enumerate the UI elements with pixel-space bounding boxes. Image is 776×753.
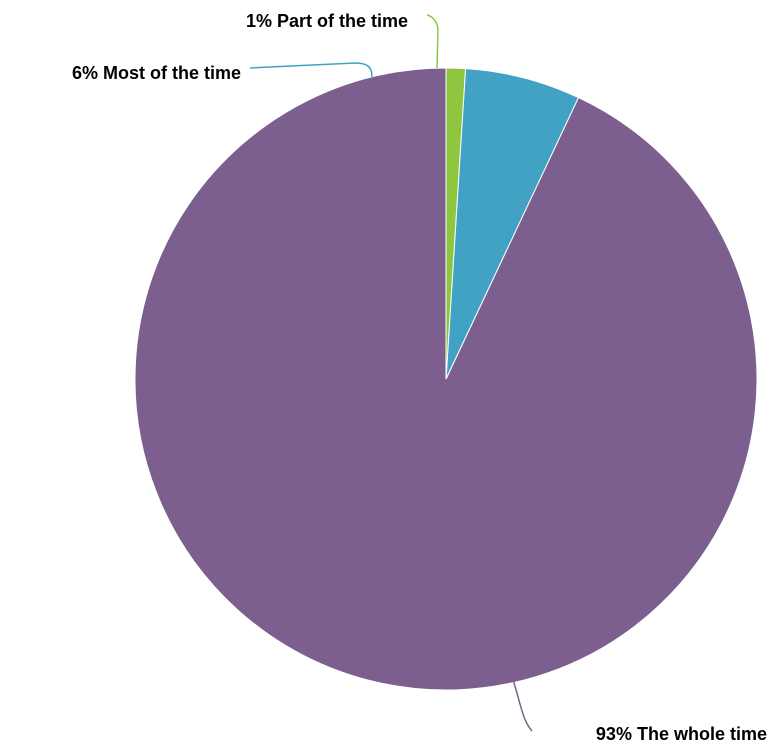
leader-lines [249, 14, 533, 732]
data-label-most-of-the-time: 6% Most of the time [72, 63, 241, 83]
pie-slices [134, 67, 758, 691]
data-labels: 93% The whole time 6% Most of the time 1… [72, 11, 767, 744]
leader-line-most-of-the-time [249, 62, 373, 78]
pie-slice-part-of-the-time [445, 67, 467, 380]
leader-line-part-of-the-time [426, 14, 439, 69]
leader-line-the-whole-time [512, 679, 533, 732]
data-label-the-whole-time: 93% The whole time [596, 724, 767, 744]
data-label-part-of-the-time: 1% Part of the time [246, 11, 408, 31]
